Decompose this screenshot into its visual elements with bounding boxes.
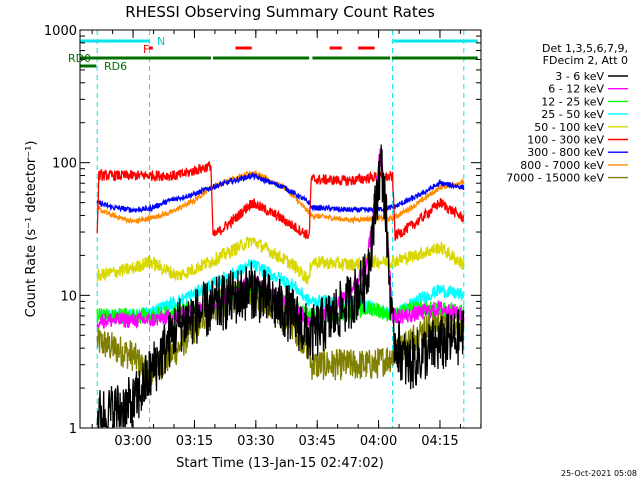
chart-title: RHESSI Observing Summary Count Rates xyxy=(125,3,435,21)
x-tick-label-3: 03:45 xyxy=(298,434,335,449)
x-tick-label-5: 04:15 xyxy=(421,434,458,449)
series-line-6-12keV xyxy=(96,148,465,329)
timestamp: 25-Oct-2021 05:08 xyxy=(561,469,637,478)
legend-label-5: 100 - 300 keV xyxy=(527,134,604,147)
annotation-night: N xyxy=(157,35,165,48)
legend-label-3: 25 - 50 keV xyxy=(541,108,604,121)
x-axis-label: Start Time (13-Jan-15 02:47:02) xyxy=(176,456,384,471)
x-tick-label-0: 03:00 xyxy=(114,434,151,449)
y-tick-label-3: 1000 xyxy=(44,24,77,39)
y-tick-label-2: 100 xyxy=(52,157,77,172)
legend-label-4: 50 - 100 keV xyxy=(534,121,604,134)
legend-label-8: 7000 - 15000 keV xyxy=(506,172,604,185)
x-tick-label-4: 04:00 xyxy=(360,434,397,449)
series-line-300-800keV xyxy=(96,171,465,214)
series-line-800-7000keV xyxy=(96,169,465,225)
x-tick-label-1: 03:15 xyxy=(176,434,213,449)
legend: Det 1,3,5,6,7,9, FDecim 2, Att 0 3 - 6 k… xyxy=(506,42,628,185)
series-line-100-300keV xyxy=(96,161,465,241)
legend-label-0: 3 - 6 keV xyxy=(555,70,604,83)
annotation-rd0: RD0 xyxy=(68,52,91,65)
legend-label-1: 6 - 12 keV xyxy=(548,83,604,96)
plot-frame xyxy=(79,29,482,429)
legend-header-2: FDecim 2, Att 0 xyxy=(543,54,628,67)
legend-label-6: 300 - 800 keV xyxy=(527,146,604,159)
plot-layers xyxy=(80,30,478,428)
annotation-rd6: RD6 xyxy=(104,60,127,73)
legend-label-7: 800 - 7000 keV xyxy=(520,159,604,172)
y-tick-label-0: 1 xyxy=(69,422,77,437)
annotation-flare: F xyxy=(143,43,149,56)
x-tick-label-2: 03:30 xyxy=(237,434,274,449)
legend-label-2: 12 - 25 keV xyxy=(541,95,604,108)
y-tick-label-1: 10 xyxy=(60,289,77,304)
legend-header-1: Det 1,3,5,6,7,9, xyxy=(542,42,628,55)
y-axis-label: Count Rate (s⁻¹ detector⁻¹) xyxy=(24,141,39,318)
series-line-50-100keV xyxy=(96,236,465,285)
series-line-3-6keV xyxy=(96,144,465,428)
axis-ticks: 03:00 03:15 03:30 03:45 04:00 04:15 1 10 100 1000 xyxy=(44,24,482,449)
